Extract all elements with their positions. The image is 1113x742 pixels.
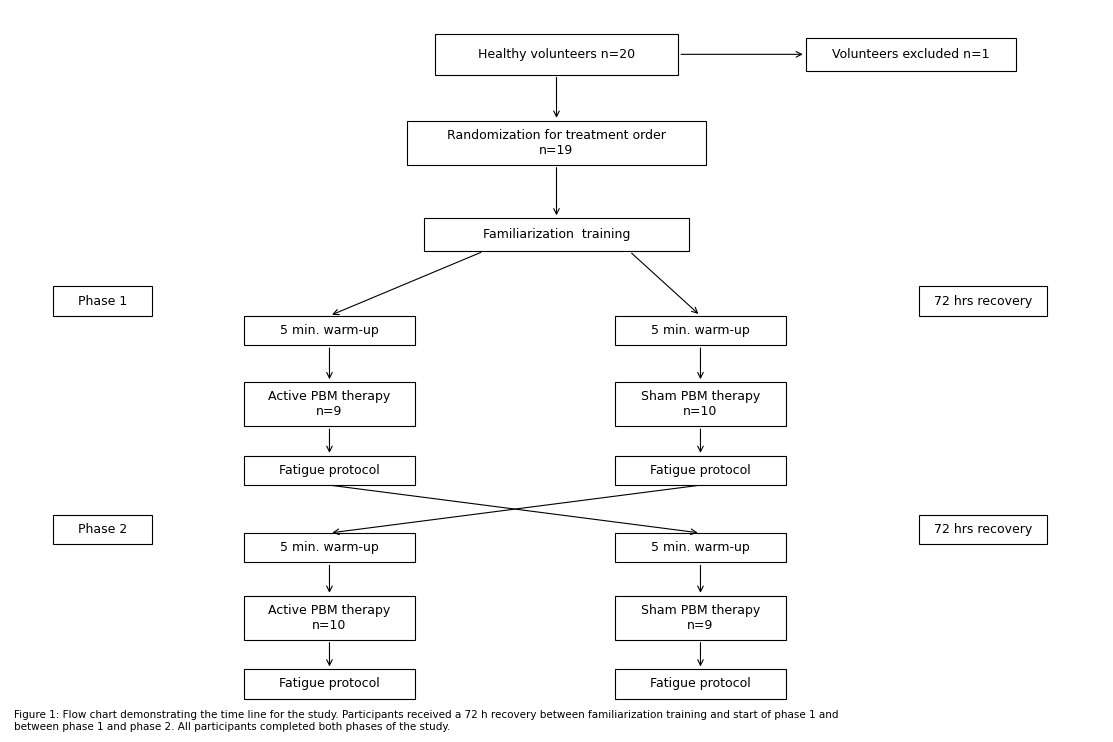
FancyBboxPatch shape [244,382,415,426]
Text: Active PBM therapy
n=9: Active PBM therapy n=9 [268,390,391,418]
Text: Sham PBM therapy
n=9: Sham PBM therapy n=9 [641,604,760,631]
FancyBboxPatch shape [407,121,706,165]
FancyBboxPatch shape [614,596,786,640]
FancyBboxPatch shape [244,533,415,562]
FancyBboxPatch shape [614,456,786,485]
Text: Active PBM therapy
n=10: Active PBM therapy n=10 [268,604,391,631]
Text: 5 min. warm-up: 5 min. warm-up [280,541,378,554]
FancyBboxPatch shape [806,38,1016,71]
FancyBboxPatch shape [52,286,152,316]
Text: Volunteers excluded n=1: Volunteers excluded n=1 [833,47,989,61]
Text: Randomization for treatment order
n=19: Randomization for treatment order n=19 [447,128,666,157]
FancyBboxPatch shape [424,218,689,252]
Text: Fatigue protocol: Fatigue protocol [650,464,751,477]
FancyBboxPatch shape [52,515,152,544]
FancyBboxPatch shape [919,515,1046,544]
Text: Sham PBM therapy
n=10: Sham PBM therapy n=10 [641,390,760,418]
Text: 5 min. warm-up: 5 min. warm-up [651,324,750,337]
FancyBboxPatch shape [919,286,1046,316]
Text: 5 min. warm-up: 5 min. warm-up [280,324,378,337]
Text: Phase 2: Phase 2 [78,523,127,536]
FancyBboxPatch shape [244,316,415,345]
Text: Fatigue protocol: Fatigue protocol [279,677,380,691]
Text: 72 hrs recovery: 72 hrs recovery [934,295,1032,307]
FancyBboxPatch shape [435,34,678,75]
Text: 5 min. warm-up: 5 min. warm-up [651,541,750,554]
Text: Fatigue protocol: Fatigue protocol [279,464,380,477]
FancyBboxPatch shape [614,316,786,345]
Text: Fatigue protocol: Fatigue protocol [650,677,751,691]
Text: Familiarization  training: Familiarization training [483,229,630,241]
Text: Phase 1: Phase 1 [78,295,127,307]
FancyBboxPatch shape [244,456,415,485]
FancyBboxPatch shape [614,382,786,426]
Text: Healthy volunteers n=20: Healthy volunteers n=20 [477,47,636,61]
Text: Figure 1: Flow chart demonstrating the time line for the study. Participants rec: Figure 1: Flow chart demonstrating the t… [13,710,838,732]
FancyBboxPatch shape [614,669,786,699]
FancyBboxPatch shape [244,596,415,640]
Text: 72 hrs recovery: 72 hrs recovery [934,523,1032,536]
FancyBboxPatch shape [614,533,786,562]
FancyBboxPatch shape [244,669,415,699]
